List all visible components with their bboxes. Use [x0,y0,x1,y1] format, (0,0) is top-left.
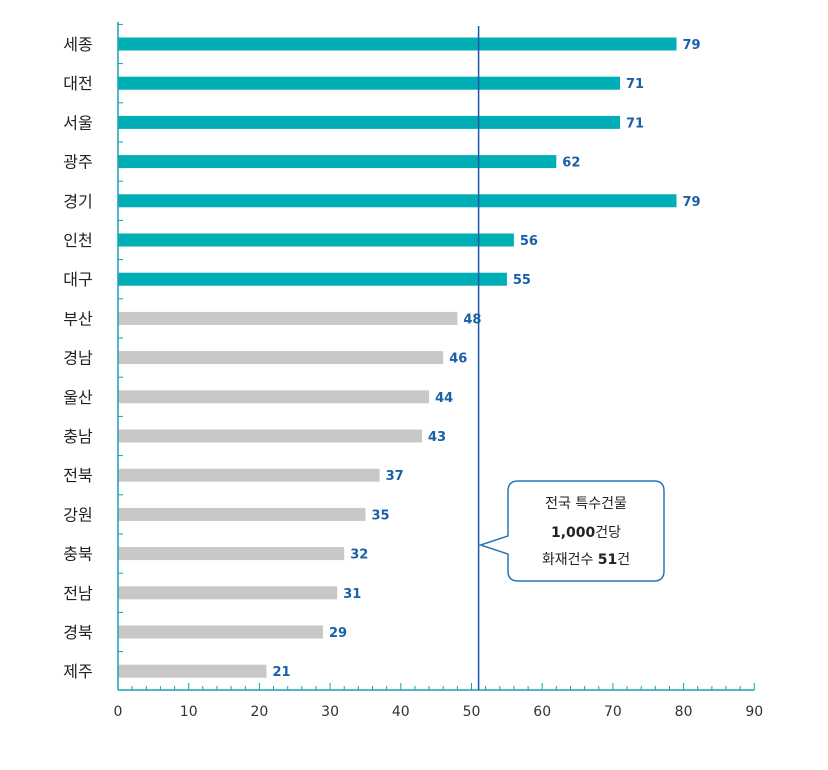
value-label: 55 [513,273,531,288]
category-label: 강원 [63,505,92,524]
value-label: 79 [683,195,701,210]
value-label: 32 [350,548,368,563]
x-tick-label: 50 [463,704,481,720]
callout-line-1: 전국 특수건물 [545,496,627,512]
bar-경남 [118,351,444,365]
bar-전남 [118,586,338,600]
bar-세종 [118,37,677,51]
value-label: 56 [520,234,538,249]
value-label: 44 [435,391,453,406]
category-label: 경북 [63,623,92,642]
x-tick-label: 90 [745,704,763,720]
bar-충북 [118,547,345,561]
callout-line-3: 화재건수 51건 [542,552,630,568]
annotation-callout: 전국 특수건물 1,000건당 화재건수 51건 [478,480,665,582]
category-label: 인천 [63,231,92,250]
bar-부산 [118,311,458,325]
callout-box [478,480,665,582]
category-label: 대구 [63,270,92,289]
value-label: 79 [683,38,701,53]
value-label: 71 [626,116,644,131]
bar-서울 [118,115,620,129]
x-tick-label: 80 [675,704,693,720]
x-tick-label: 30 [321,704,339,720]
value-label: 46 [449,352,467,367]
category-label: 전북 [63,466,92,485]
value-label: 29 [329,626,347,641]
value-label: 48 [463,312,481,327]
category-label: 제주 [63,662,92,681]
bar-전북 [118,468,380,482]
bar-인천 [118,233,514,247]
category-label: 세종 [63,35,92,54]
value-label: 31 [343,587,361,602]
x-tick-label: 10 [180,704,198,720]
value-label: 37 [386,469,404,484]
x-tick-label: 60 [533,704,551,720]
category-label: 대전 [63,74,92,93]
axes-group: 0 10 20 30 40 50 60 70 80 90 [114,22,763,720]
category-label: 광주 [63,153,92,172]
bar-경북 [118,625,323,639]
value-label: 71 [626,77,644,92]
x-tick-label: 0 [114,704,123,720]
bar-대구 [118,272,507,286]
category-label: 울산 [63,388,93,407]
category-label: 충북 [63,545,92,564]
bar-광주 [118,155,557,169]
category-label: 경기 [63,192,92,211]
callout-line-2: 1,000건당 [551,525,621,541]
bars-group: 세종 79 대전 71 서울 71 광주 62 경기 79 인천 56 대구 55 부산 48 경남 46 울산 44… [63,35,700,681]
x-tick-label: 70 [604,704,622,720]
x-tick-label: 20 [250,704,268,720]
category-label: 경남 [63,349,93,368]
category-label: 서울 [63,113,92,132]
bar-강원 [118,507,366,521]
value-label: 62 [562,156,580,171]
bar-울산 [118,390,430,404]
bar-대전 [118,76,620,90]
category-label: 충남 [63,427,93,446]
category-label: 전남 [63,584,93,603]
x-tick-label: 40 [392,704,410,720]
value-label: 43 [428,430,446,445]
bar-충남 [118,429,422,443]
value-label: 21 [273,665,291,680]
value-label: 35 [372,508,390,523]
bar-제주 [118,664,267,678]
category-label: 부산 [63,309,93,328]
bar-경기 [118,194,677,208]
